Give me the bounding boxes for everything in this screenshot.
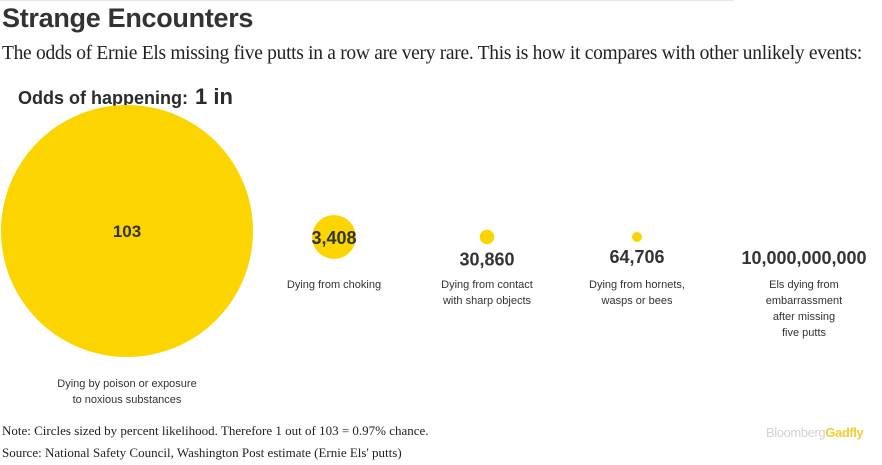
bubble-2	[479, 229, 495, 245]
odds-header-prefix: Odds of happening:	[18, 88, 188, 108]
value-label-3: 64,706	[609, 247, 664, 267]
brand-logo-part2: Gadfly	[825, 425, 864, 440]
brand-logo-part1: Bloomberg	[766, 425, 826, 440]
odds-header: Odds of happening: 1 in	[18, 84, 233, 110]
category-label-0: Dying by poison or exposure to noxious s…	[57, 378, 197, 406]
bubble-3	[631, 231, 643, 243]
odds-header-value: 1 in	[195, 84, 233, 109]
bubble-1	[312, 215, 356, 259]
brand-logo: BloombergGadfly	[766, 425, 864, 440]
category-label-3: Dying from hornets, wasps or bees	[589, 279, 685, 307]
value-label-4: 10,000,000,000	[741, 248, 866, 268]
bubble-0	[1, 105, 253, 357]
chart-subtitle: The odds of Ernie Els missing five putts…	[2, 43, 863, 64]
value-label-0: 103	[113, 222, 141, 241]
category-label-4: Els dying from embarrassment after missi…	[765, 279, 843, 339]
value-label-2: 30,860	[459, 249, 514, 269]
category-label-1: Dying from choking	[286, 279, 382, 291]
category-label-2: Dying from contact with sharp objects	[441, 279, 533, 307]
top-rule	[0, 0, 734, 1]
chart-title: Strange Encounters	[2, 3, 254, 33]
chart-source: Source: National Safety Council, Washing…	[2, 445, 402, 460]
value-label-1: 3,408	[311, 228, 356, 248]
chart-note: Note: Circles sized by percent likelihoo…	[2, 423, 429, 438]
